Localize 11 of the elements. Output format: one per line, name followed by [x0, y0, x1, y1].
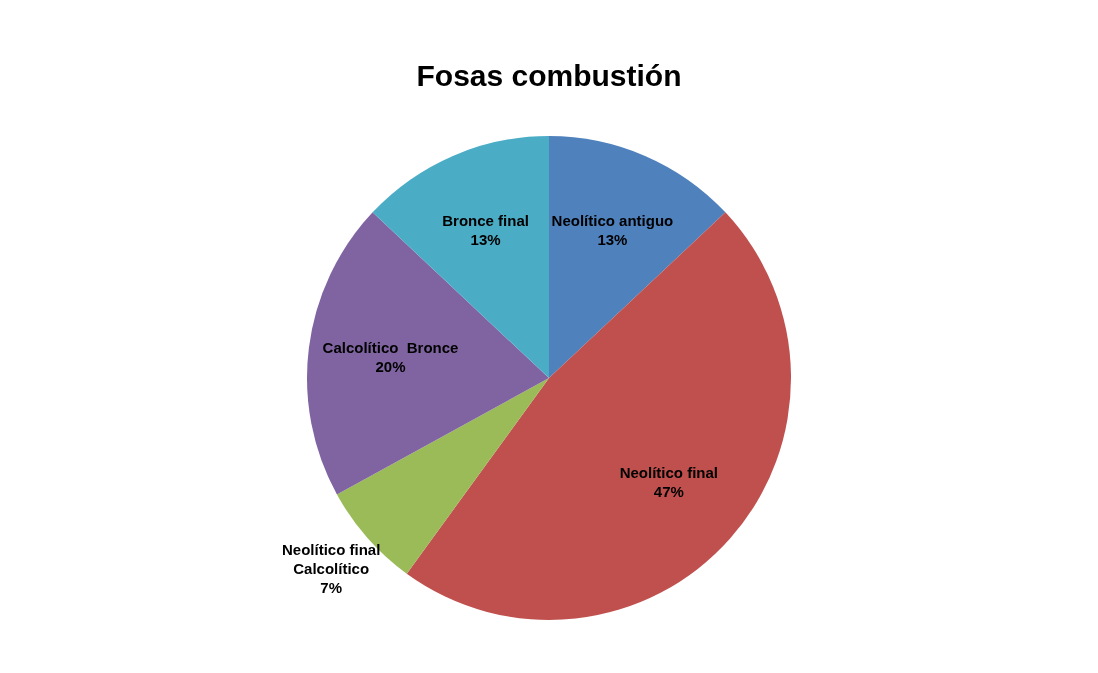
data-label: 20%: [375, 357, 406, 375]
slice-label: Bronce final: [442, 212, 529, 230]
slice-label: Neolítico antiguo: [551, 212, 674, 230]
data-label: 47%: [653, 483, 684, 501]
data-label: 13%: [470, 231, 501, 249]
data-label: 7%: [320, 579, 343, 597]
slice-label: Neolítico final: [619, 464, 718, 482]
data-label: 13%: [597, 231, 628, 249]
chart-title: Fosas combustión: [416, 59, 682, 93]
slice-label: Calcolítico Bronce: [322, 338, 459, 356]
slice-label: Neolítico final Calcolítico: [282, 541, 381, 578]
